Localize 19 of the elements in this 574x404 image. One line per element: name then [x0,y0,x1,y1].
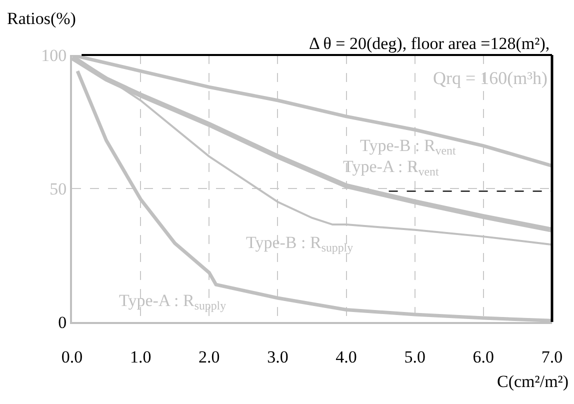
annotation: Type-B : R$_{supply}$ [246,233,354,255]
x-tick-label: 1.0 [130,347,152,366]
x-tick-label: 3.0 [267,347,288,366]
annotation: Type-A : R$_{vent}$ [343,157,440,179]
chart-title: Δ θ = 20(deg), floor area =128(m²), [309,34,550,53]
annotation: Type-B : R$_{vent}$ [360,136,456,158]
x-axis-title: C(cm²/m²) [497,372,569,391]
annotation: Qrq = 160(m³h) [433,68,548,88]
x-tick-label: 6.0 [472,347,494,366]
y-axis-title: Ratios(%) [7,9,76,28]
y-tick-label: 0 [58,312,67,332]
y-tick-label: 50 [50,179,67,198]
x-tick-label: 7.0 [541,347,563,366]
x-tick-label: 5.0 [404,347,426,366]
x-tick-label: 0.0 [61,347,83,366]
x-tick-label: 2.0 [198,347,220,366]
x-tick-label: 4.0 [336,347,357,366]
annotation: Type-A : R$_{supply}$ [119,291,226,313]
y-tick-label: 100 [41,46,67,65]
